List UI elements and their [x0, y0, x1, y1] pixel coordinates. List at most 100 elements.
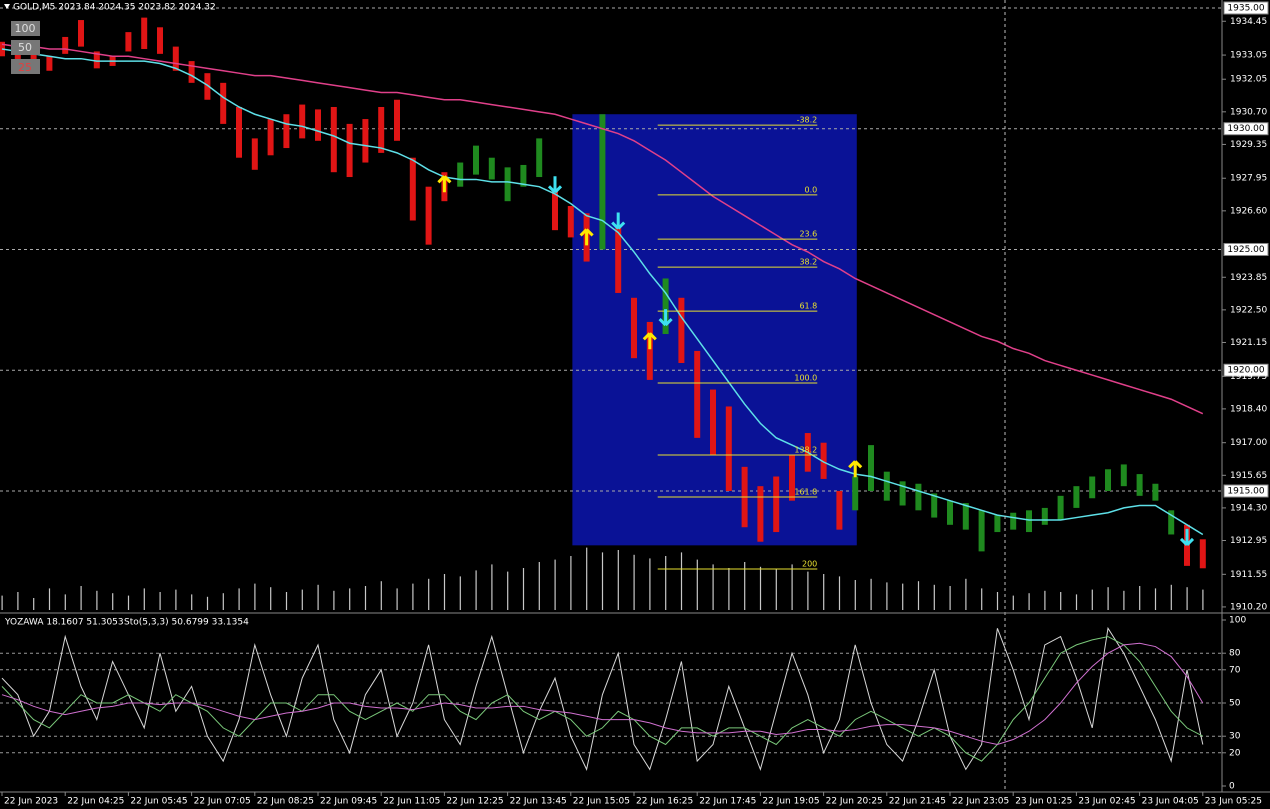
fibo-level-label: 100.0: [794, 374, 817, 383]
volume-bar: [665, 556, 667, 610]
oscillator-line: [1, 642, 1204, 746]
price-bar: [646, 321, 653, 380]
price-bar: [204, 73, 211, 100]
volume-bar: [1170, 584, 1172, 610]
price-bar: [488, 157, 495, 180]
volume-bar: [112, 593, 114, 610]
price-bar: [1168, 510, 1175, 535]
y-tick-label: 1918.40: [1230, 404, 1267, 414]
price-bar: [1010, 512, 1017, 530]
oscillator-line: [1, 626, 1204, 772]
volume-bar: [601, 552, 604, 610]
price-bar: [330, 106, 337, 173]
volume-bar: [96, 590, 98, 610]
volume-bar: [48, 588, 51, 610]
x-tick-label: 22 Jun 04:25: [67, 797, 124, 807]
grid-level-label: 1915.00: [1227, 487, 1264, 497]
y-tick-label: 0: [1229, 782, 1235, 792]
volume-bar: [380, 581, 382, 610]
price-bar: [220, 82, 227, 124]
volume-bar: [775, 569, 777, 610]
y-tick-label: 1917.00: [1230, 438, 1267, 448]
price-bar: [236, 106, 242, 158]
price-bar: [251, 138, 258, 170]
signal-arrow: [642, 332, 657, 350]
volume-bar: [1060, 592, 1062, 610]
price-bar: [1184, 524, 1190, 566]
moving-average: [1, 48, 1204, 536]
signal-arrow: [848, 460, 863, 478]
fibo-level-label: 0.0: [805, 185, 818, 194]
volume-bar: [222, 593, 224, 610]
price-bar: [504, 167, 511, 202]
price-bar: [362, 119, 369, 163]
volume-bar: [270, 587, 272, 610]
volume-bar: [175, 589, 177, 610]
price-bar: [520, 164, 527, 187]
y-tick-label: 1930.70: [1230, 107, 1267, 117]
volume-bar: [1075, 594, 1078, 610]
price-bar: [172, 46, 179, 71]
y-tick-label: 1921.15: [1230, 338, 1267, 348]
volume-bar: [254, 583, 256, 610]
volume-bar: [728, 568, 730, 610]
volume-bar: [570, 556, 572, 610]
badge: 25: [18, 61, 32, 74]
volume-bar: [475, 570, 477, 610]
indicator-title: YOZAWA 18.1607 51.3053: [4, 618, 124, 628]
symbol-menu-icon[interactable]: [4, 4, 10, 9]
x-tick-label: 22 Jun 16:25: [636, 797, 693, 807]
price-bar: [694, 350, 701, 438]
volume-bar: [554, 559, 556, 610]
volume-bar: [680, 552, 683, 610]
volume-bar: [507, 571, 509, 610]
price-bar: [378, 106, 385, 153]
price-bar: [1089, 476, 1096, 499]
volume-bar: [949, 586, 951, 610]
volume-bar: [586, 547, 588, 610]
volume-bar: [1091, 589, 1093, 610]
volume-bar: [1139, 586, 1141, 610]
x-tick-label: 22 Jun 05:45: [130, 797, 187, 807]
volume-bar: [1123, 590, 1125, 610]
price-bar: [962, 503, 969, 530]
signal-arrow: [579, 228, 594, 246]
price-box: [1223, 122, 1269, 136]
price-box: [1223, 1, 1269, 15]
x-tick-label: 23 Jun 02:45: [1078, 797, 1135, 807]
price-bar: [1136, 474, 1143, 496]
price-bar: [425, 186, 432, 245]
y-tick-label: 1911.55: [1230, 570, 1267, 580]
x-tick-label: 22 Jun 20:25: [826, 797, 883, 807]
price-bar: [315, 109, 321, 141]
price-bar: [457, 162, 464, 187]
price-bar: [473, 145, 479, 175]
y-tick-label: 30: [1229, 732, 1241, 742]
badge: 50: [18, 41, 32, 54]
price-bar: [1057, 495, 1064, 520]
price-box: [1223, 484, 1269, 498]
y-tick-label: 1932.05: [1230, 75, 1267, 85]
volume-bar: [1154, 588, 1157, 610]
price-bar: [678, 297, 685, 363]
volume-bar: [649, 558, 651, 610]
volume-bar: [1044, 590, 1046, 610]
volume-bar: [823, 574, 825, 610]
fibo-level-label: 200: [802, 560, 817, 569]
price-bar: [899, 481, 906, 506]
x-tick-label: 23 Jun 04:05: [1142, 797, 1199, 807]
grid-level-label: 1920.00: [1227, 366, 1264, 376]
price-bar: [14, 46, 21, 66]
volume-bar: [1028, 593, 1030, 610]
y-tick-label: 1922.50: [1230, 305, 1267, 315]
volume-bar: [886, 582, 888, 610]
volume-bar: [364, 586, 367, 610]
grid-level-label: 1930.00: [1227, 124, 1264, 134]
volume-bar: [127, 595, 130, 610]
x-tick-label: 23 Jun 01:25: [1015, 797, 1072, 807]
volume-bar: [633, 554, 635, 610]
price-bar: [868, 445, 874, 492]
price-box: [1223, 363, 1269, 377]
